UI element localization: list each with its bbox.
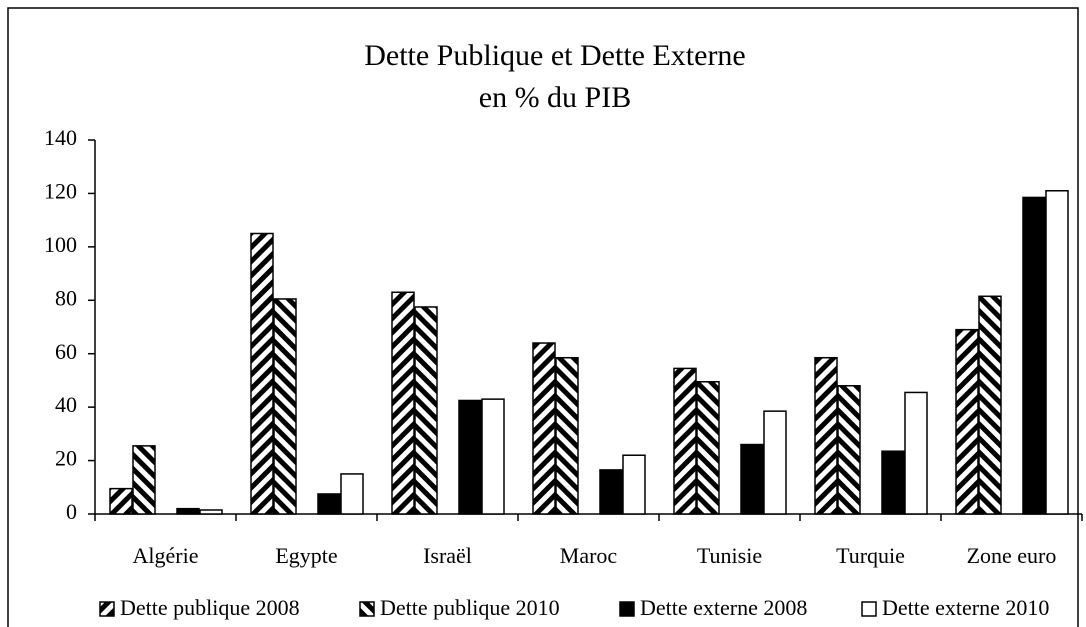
- bar: [199, 509, 223, 515]
- y-tick-label: 0: [66, 499, 77, 524]
- legend-label: Dette publique 2010: [380, 595, 560, 620]
- bar: [978, 295, 1002, 515]
- x-tick-label: Egypte: [275, 543, 337, 568]
- bar: [458, 399, 482, 515]
- y-tick-label: 60: [55, 339, 77, 364]
- bar: [955, 328, 979, 515]
- legend-swatch: [99, 601, 115, 617]
- bar: [814, 356, 838, 515]
- bar: [340, 473, 364, 515]
- bar: [414, 306, 438, 515]
- bar: [673, 367, 697, 515]
- chart-title: Dette Publique et Dette Externe: [364, 39, 746, 72]
- x-tick-label: Israël: [423, 543, 472, 568]
- x-tick-label: Turquie: [836, 543, 905, 568]
- legend-swatch: [861, 601, 877, 617]
- bar: [109, 487, 133, 515]
- bar: [391, 291, 415, 515]
- y-tick-label: 120: [44, 178, 77, 203]
- y-tick-label: 20: [55, 446, 77, 471]
- y-tick-label: 80: [55, 285, 77, 310]
- chart-frame: [7, 7, 1079, 627]
- bar: [837, 385, 861, 515]
- bar: [481, 398, 505, 515]
- legend-label: Dette externe 2010: [882, 595, 1049, 620]
- bar: [763, 410, 787, 515]
- bar: [599, 469, 623, 515]
- bar: [740, 443, 764, 515]
- bar: [1022, 196, 1046, 515]
- bar: [132, 445, 156, 515]
- legend-swatch: [619, 601, 635, 617]
- x-tick-label: Tunisie: [697, 543, 762, 568]
- y-tick-label: 140: [44, 125, 77, 150]
- legend-swatch: [359, 601, 375, 617]
- bar: [176, 507, 200, 515]
- bar: [273, 298, 297, 515]
- x-tick-label: Maroc: [560, 543, 618, 568]
- bar: [532, 342, 556, 515]
- y-tick-label: 40: [55, 392, 77, 417]
- legend-label: Dette externe 2008: [640, 595, 807, 620]
- bar: [622, 454, 646, 515]
- bar: [555, 356, 579, 515]
- chart-subtitle: en % du PIB: [479, 81, 632, 114]
- x-tick-label: Algérie: [133, 543, 199, 568]
- bar: [881, 450, 905, 515]
- y-tick-label: 100: [44, 232, 77, 257]
- x-tick-label: Zone euro: [967, 543, 1057, 568]
- bar: [904, 391, 928, 515]
- bar: [250, 232, 274, 515]
- bar: [1045, 190, 1069, 515]
- bar: [317, 493, 341, 515]
- legend-label: Dette publique 2008: [120, 595, 300, 620]
- bar: [696, 381, 720, 515]
